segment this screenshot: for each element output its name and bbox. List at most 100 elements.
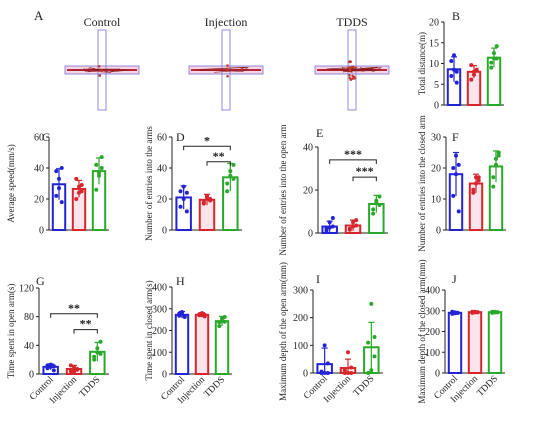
significance-bracket: [329, 159, 377, 164]
panel-a-maze-tracks: A Control Injection TDDS: [34, 8, 390, 111]
chart-j: J Maximum depth of the closed arm(mm) 0 100…: [417, 259, 505, 405]
y-tick-label: 80: [24, 312, 34, 323]
data-point: [374, 198, 379, 203]
y-axis-label: Average speed(mm/s): [6, 144, 16, 223]
significance-bracket: [206, 161, 231, 166]
chart-d: D Number of entries into the arms 0 20 40 60 *…: [144, 126, 242, 241]
data-point: [452, 67, 456, 72]
y-axis-label: Time spent in closed arm(s): [144, 280, 154, 380]
y-axis-label: Total distance(m): [417, 32, 427, 95]
y-axis-label: Time spent in open arm(s): [6, 284, 16, 379]
data-point: [449, 59, 454, 64]
data-point: [95, 346, 100, 351]
panel-letter-b: B: [452, 9, 460, 23]
chart-f: F Number of entries into the closed arm 0 1…: [417, 115, 506, 252]
y-tick-label: 0: [435, 369, 440, 380]
panel-letter-g: G: [36, 274, 45, 288]
y-axis-label: Number of entries into the arms: [144, 126, 154, 241]
maze-track-point: [348, 76, 352, 80]
y-axis-label: Number of entries into the closed arm: [417, 115, 427, 251]
significance-label: **: [213, 149, 225, 163]
chart-e: E Number of entries into the open arm 0 20 4…: [278, 125, 388, 255]
data-point: [228, 173, 233, 178]
data-point: [322, 371, 327, 375]
maze-2: [188, 29, 264, 111]
data-point: [476, 178, 481, 183]
data-point: [371, 207, 376, 212]
bar-injection: [194, 313, 210, 375]
data-point: [456, 209, 461, 214]
data-point: [371, 211, 376, 216]
data-point: [366, 340, 371, 345]
y-tick-label: 0: [308, 229, 313, 240]
y-tick-label: 0: [303, 369, 308, 380]
y-tick-label: 300: [152, 304, 167, 315]
maze-track-point: [226, 75, 229, 78]
group-label-tdds: TDDS: [336, 15, 367, 29]
data-point: [231, 176, 236, 181]
data-point: [377, 203, 382, 208]
panel-letter-i: I: [316, 272, 320, 286]
data-point: [474, 181, 478, 186]
maze-track-point: [351, 77, 355, 80]
data-point: [322, 343, 327, 348]
panel-letter-h: H: [176, 274, 185, 288]
data-point: [489, 60, 494, 65]
data-point: [98, 339, 103, 344]
data-point: [45, 363, 50, 368]
data-point: [369, 301, 374, 306]
data-point: [178, 189, 183, 194]
data-point: [494, 156, 498, 161]
y-tick-label: 0: [434, 101, 439, 112]
data-point: [97, 170, 101, 175]
significance-bracket: [50, 313, 98, 318]
panel-letter-d: D: [176, 130, 185, 144]
data-point: [182, 314, 187, 319]
data-point: [491, 175, 496, 180]
data-point: [372, 354, 377, 359]
data-point: [347, 227, 352, 232]
data-point: [354, 218, 359, 223]
y-tick-label: 0: [436, 226, 441, 237]
chart-h: H Time spent in closed arm(s) 0 100 200 300 40…: [144, 274, 232, 406]
y-tick-label: 40: [303, 143, 313, 154]
data-point: [496, 150, 501, 155]
x-tick-label: TDDS: [352, 374, 377, 399]
maze-track-point: [351, 74, 354, 78]
data-point: [74, 176, 79, 181]
bar-injection: [467, 311, 483, 375]
maze-track-path: [322, 66, 382, 73]
data-point: [184, 190, 189, 195]
maze-track-point: [98, 74, 101, 77]
maze-track-point: [348, 60, 352, 63]
y-tick-label: 400: [152, 283, 167, 294]
data-point: [178, 204, 183, 209]
data-point: [98, 351, 103, 356]
data-point: [99, 166, 104, 170]
data-point: [57, 176, 61, 181]
data-point: [454, 172, 458, 177]
maze-3: [314, 29, 390, 111]
data-point: [475, 310, 480, 315]
y-tick-label: 40: [157, 164, 167, 175]
data-point: [496, 153, 501, 158]
data-point: [491, 184, 496, 189]
maze-track-path: [195, 66, 250, 73]
data-point: [68, 363, 73, 368]
data-point: [452, 53, 456, 58]
data-point: [330, 215, 335, 220]
data-point: [354, 223, 359, 228]
y-tick-label: 10: [429, 59, 439, 70]
y-tick-label: 20: [429, 18, 439, 29]
data-point: [79, 189, 84, 194]
maze-track-point: [226, 64, 229, 67]
data-point: [51, 368, 56, 373]
data-point: [495, 310, 500, 315]
significance-label: ***: [356, 164, 374, 178]
data-point: [225, 181, 230, 186]
bar-tdds: [487, 311, 503, 375]
significance-label: **: [68, 301, 80, 315]
y-tick-label: 200: [293, 313, 308, 324]
data-point: [72, 369, 76, 374]
